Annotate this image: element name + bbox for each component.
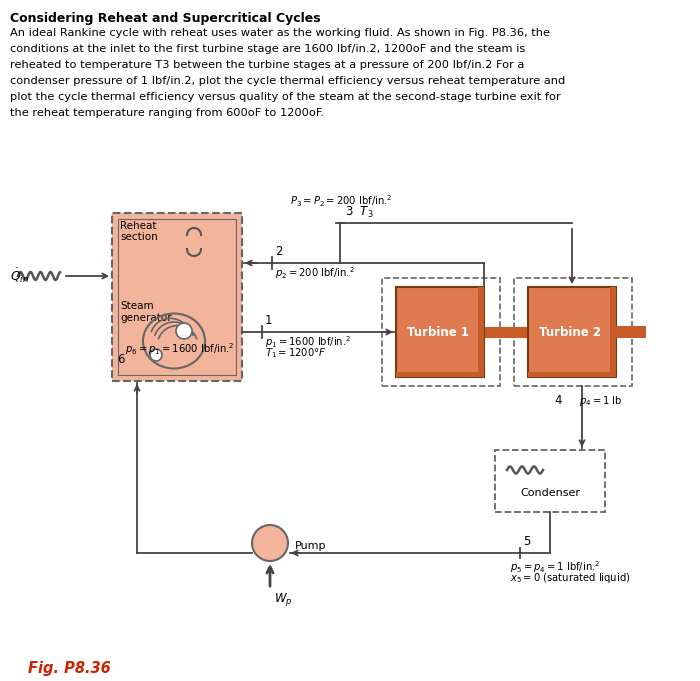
Bar xyxy=(495,450,605,512)
Text: 5: 5 xyxy=(523,535,531,548)
Bar xyxy=(616,326,646,338)
Text: Steam: Steam xyxy=(120,301,153,311)
Text: Turbine 1: Turbine 1 xyxy=(407,326,469,338)
Bar xyxy=(528,372,616,377)
Text: section: section xyxy=(120,232,158,242)
Text: $x_5 = 0$ (saturated liquid): $x_5 = 0$ (saturated liquid) xyxy=(510,571,631,585)
Bar xyxy=(112,213,242,381)
Text: Turbine 2: Turbine 2 xyxy=(539,326,601,338)
Text: 6: 6 xyxy=(118,353,125,366)
Text: generator: generator xyxy=(120,313,172,323)
Bar xyxy=(396,372,484,377)
Text: Reheat: Reheat xyxy=(120,221,157,231)
Text: An ideal Rankine cycle with reheat uses water as the working fluid. As shown in : An ideal Rankine cycle with reheat uses … xyxy=(10,28,550,38)
Circle shape xyxy=(150,349,162,361)
Text: conditions at the inlet to the first turbine stage are 1600 lbf/in.2, 1200oF and: conditions at the inlet to the first tur… xyxy=(10,44,525,54)
Text: $p_1 = 1600$ lbf/in.$^2$: $p_1 = 1600$ lbf/in.$^2$ xyxy=(265,334,351,350)
Text: 4: 4 xyxy=(554,394,562,407)
Bar xyxy=(478,287,484,377)
Circle shape xyxy=(176,323,192,339)
Text: reheated to temperature T3 between the turbine stages at a pressure of 200 lbf/i: reheated to temperature T3 between the t… xyxy=(10,60,524,70)
Text: Considering Reheat and Supercritical Cycles: Considering Reheat and Supercritical Cyc… xyxy=(10,12,321,25)
Bar xyxy=(528,287,616,377)
Text: $T_1 = 1200°F$: $T_1 = 1200°F$ xyxy=(265,346,326,360)
Text: $\dot{Q}_{in}$: $\dot{Q}_{in}$ xyxy=(10,266,29,285)
Text: 3  $T_3$: 3 $T_3$ xyxy=(345,205,374,220)
Circle shape xyxy=(252,525,288,561)
Text: Condenser: Condenser xyxy=(520,488,580,498)
Bar xyxy=(514,278,632,386)
Text: plot the cycle thermal efficiency versus quality of the steam at the second-stag: plot the cycle thermal efficiency versus… xyxy=(10,92,561,102)
Text: condenser pressure of 1 lbf/in.2, plot the cycle thermal efficiency versus rehea: condenser pressure of 1 lbf/in.2, plot t… xyxy=(10,76,566,86)
Bar xyxy=(610,287,616,377)
Text: Fig. P8.36: Fig. P8.36 xyxy=(28,661,111,676)
Bar xyxy=(396,287,484,377)
Text: 2: 2 xyxy=(275,245,283,258)
Text: $p_2 = 200$ lbf/in.$^2$: $p_2 = 200$ lbf/in.$^2$ xyxy=(275,265,355,281)
Text: $p_4 = 1$ lb: $p_4 = 1$ lb xyxy=(579,394,622,408)
Text: 1: 1 xyxy=(265,314,272,327)
Bar xyxy=(118,219,236,375)
Text: $p_5 = p_4 = 1$ lbf/in.$^2$: $p_5 = p_4 = 1$ lbf/in.$^2$ xyxy=(510,559,601,575)
Text: $P_3 = P_2 = 200$ lbf/in.$^2$: $P_3 = P_2 = 200$ lbf/in.$^2$ xyxy=(290,193,393,209)
Bar xyxy=(382,278,500,386)
Text: $W_p$: $W_p$ xyxy=(274,591,293,608)
Text: $p_6 = p_1 = 1600$ lbf/in.$^2$: $p_6 = p_1 = 1600$ lbf/in.$^2$ xyxy=(125,341,234,357)
Text: Pump: Pump xyxy=(295,541,326,551)
Text: the reheat temperature ranging from 600oF to 1200oF.: the reheat temperature ranging from 600o… xyxy=(10,108,324,118)
